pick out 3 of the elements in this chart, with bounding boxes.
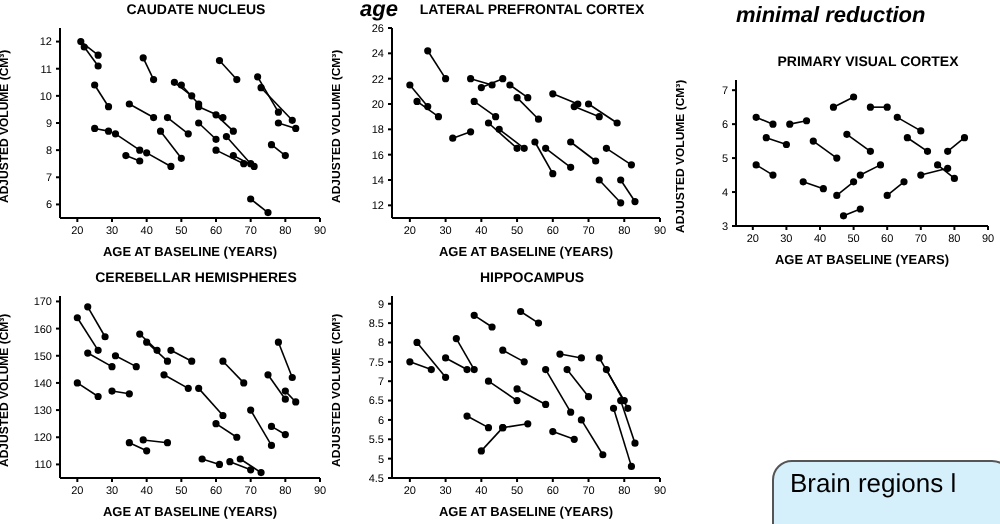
text: minimal reduction — [736, 4, 926, 28]
callout-box: Brain regions l — [772, 460, 1000, 524]
text: age — [360, 0, 398, 22]
